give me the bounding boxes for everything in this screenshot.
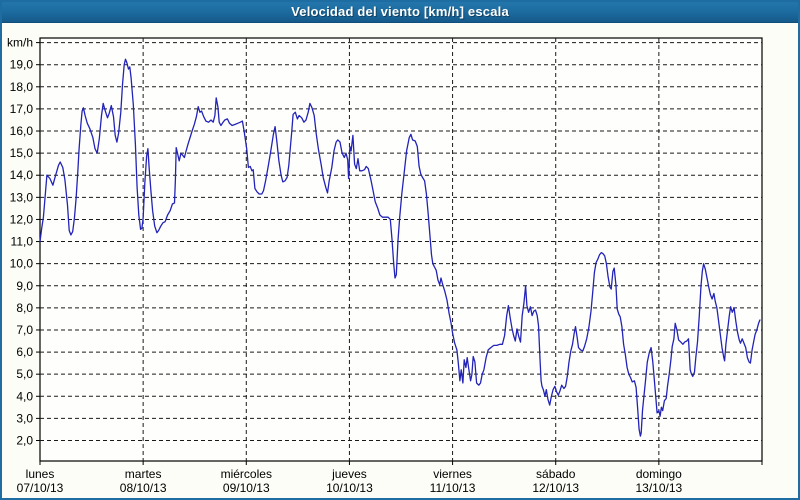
title-bar: Velocidad del viento [km/h] escala bbox=[0, 0, 800, 23]
y-axis-unit-label: km/h bbox=[7, 36, 33, 50]
day-date-label: 08/10/13 bbox=[120, 481, 167, 495]
day-name-label: sábado bbox=[536, 467, 576, 481]
y-tick-label: 12,0 bbox=[10, 212, 34, 226]
y-tick-label: 10,0 bbox=[10, 257, 34, 271]
day-date-label: 07/10/13 bbox=[17, 481, 64, 495]
y-tick-label: 2,0 bbox=[16, 433, 33, 447]
y-tick-label: 6,0 bbox=[16, 345, 33, 359]
chart-title: Velocidad del viento [km/h] escala bbox=[291, 3, 509, 19]
y-tick-label: 13,0 bbox=[10, 190, 34, 204]
day-date-label: 09/10/13 bbox=[223, 481, 270, 495]
day-name-label: lunes bbox=[26, 467, 55, 481]
y-tick-label: 15,0 bbox=[10, 146, 34, 160]
day-date-label: 13/10/13 bbox=[635, 481, 682, 495]
day-date-label: 11/10/13 bbox=[430, 481, 476, 495]
y-tick-label: 4,0 bbox=[16, 389, 33, 403]
y-tick-label: 7,0 bbox=[16, 323, 33, 337]
day-name-label: domingo bbox=[636, 467, 682, 481]
y-tick-label: 19,0 bbox=[10, 58, 34, 72]
y-tick-label: 8,0 bbox=[16, 301, 33, 315]
y-tick-label: 16,0 bbox=[10, 124, 34, 138]
day-name-label: miércoles bbox=[221, 467, 272, 481]
day-name-label: viernes bbox=[433, 467, 472, 481]
day-name-label: jueves bbox=[331, 467, 367, 481]
y-tick-label: 18,0 bbox=[10, 80, 34, 94]
y-tick-label: 17,0 bbox=[10, 102, 34, 116]
y-tick-label: 3,0 bbox=[16, 411, 33, 425]
y-tick-label: 14,0 bbox=[10, 168, 34, 182]
plot-frame bbox=[39, 37, 763, 462]
day-name-label: martes bbox=[125, 467, 162, 481]
y-tick-label: 11,0 bbox=[11, 235, 34, 249]
day-date-label: 12/10/13 bbox=[532, 481, 579, 495]
y-tick-label: 5,0 bbox=[16, 367, 33, 381]
day-date-label: 10/10/13 bbox=[326, 481, 373, 495]
wind-speed-line bbox=[39, 58, 761, 437]
y-tick-label: 9,0 bbox=[16, 279, 33, 293]
